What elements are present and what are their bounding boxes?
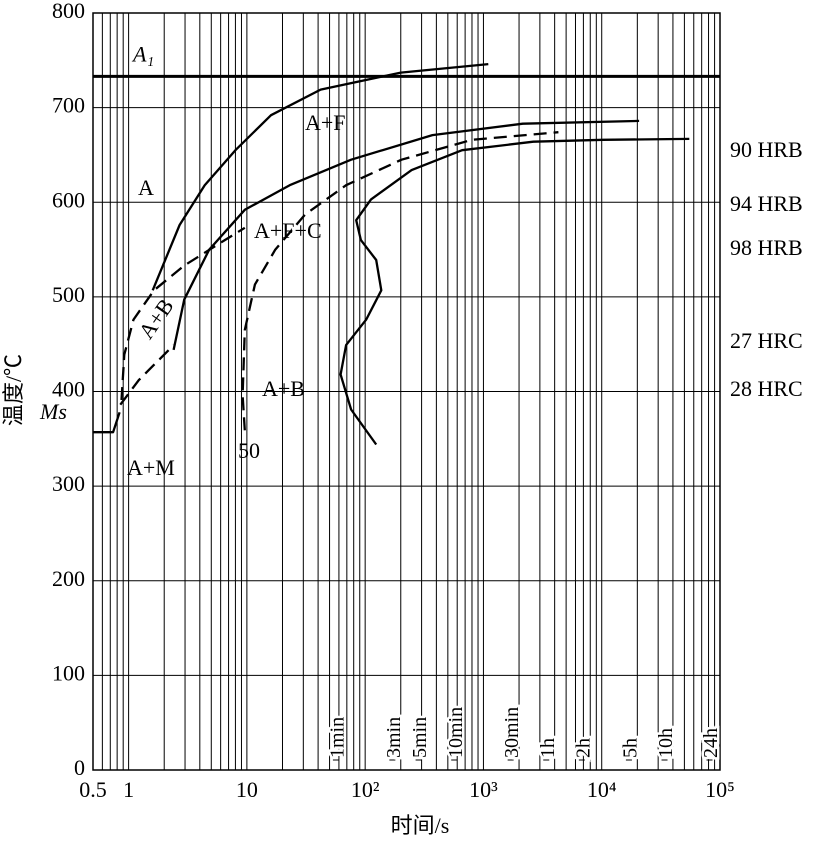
x-tick-label: 10⁴ — [587, 777, 617, 802]
y-tick-label: 100 — [52, 660, 85, 685]
y-tick-label: 0 — [74, 755, 85, 780]
annotation: A+B — [262, 376, 305, 401]
time-tick-label: 3min — [383, 717, 405, 758]
x-axis-title: 时间/s — [391, 813, 450, 838]
time-tick-label: 24h — [700, 728, 722, 758]
annotation: 94 HRB — [730, 191, 803, 216]
time-tick-label: 2h — [572, 738, 594, 758]
annotation: 27 HRC — [730, 328, 803, 353]
annotation: A+M — [127, 455, 175, 480]
y-tick-label: 700 — [52, 93, 85, 118]
annotation: 28 HRC — [730, 376, 803, 401]
time-tick-label: 1h — [537, 738, 559, 758]
y-tick-label: 400 — [52, 377, 85, 402]
y-axis-title: 温度/℃ — [1, 354, 26, 426]
time-tick-label: 30min — [501, 707, 523, 758]
time-tick-label: 1min — [327, 717, 349, 758]
annotation: A — [138, 175, 154, 200]
curve — [120, 226, 246, 401]
annotation: 90 HRB — [730, 137, 803, 162]
x-tick-label: 0.5 — [79, 777, 107, 802]
plot-frame — [92, 12, 721, 771]
x-tick-label: 10² — [351, 777, 380, 802]
y-tick-label: 300 — [52, 471, 85, 496]
y-tick-label: 800 — [52, 0, 85, 23]
y-tick-label: 200 — [52, 566, 85, 591]
time-tick-label: 10min — [445, 707, 467, 758]
annotation: 98 HRB — [730, 235, 803, 260]
annotation: A+F — [305, 110, 346, 135]
x-tick-label: 10³ — [469, 777, 498, 802]
annotation: A+F+C — [254, 218, 322, 243]
x-tick-label: 1 — [123, 777, 134, 802]
time-tick-label: 10h — [655, 728, 677, 758]
y-tick-label: 600 — [52, 187, 85, 212]
reference-label: A₁ — [131, 41, 154, 66]
curve — [119, 344, 175, 406]
time-tick-label: 5min — [409, 717, 431, 758]
curve — [339, 137, 690, 446]
curve — [172, 119, 640, 351]
annotation: Ms — [39, 399, 67, 424]
time-tick-label: 5h — [620, 738, 642, 758]
curve — [93, 411, 121, 434]
x-tick-label: 10⁵ — [705, 777, 735, 802]
annotation: A+B — [133, 294, 178, 344]
curve — [151, 62, 489, 291]
y-tick-label: 500 — [52, 282, 85, 307]
curve — [241, 131, 559, 431]
x-tick-label: 10 — [236, 777, 258, 802]
annotation: 50 — [238, 438, 260, 463]
